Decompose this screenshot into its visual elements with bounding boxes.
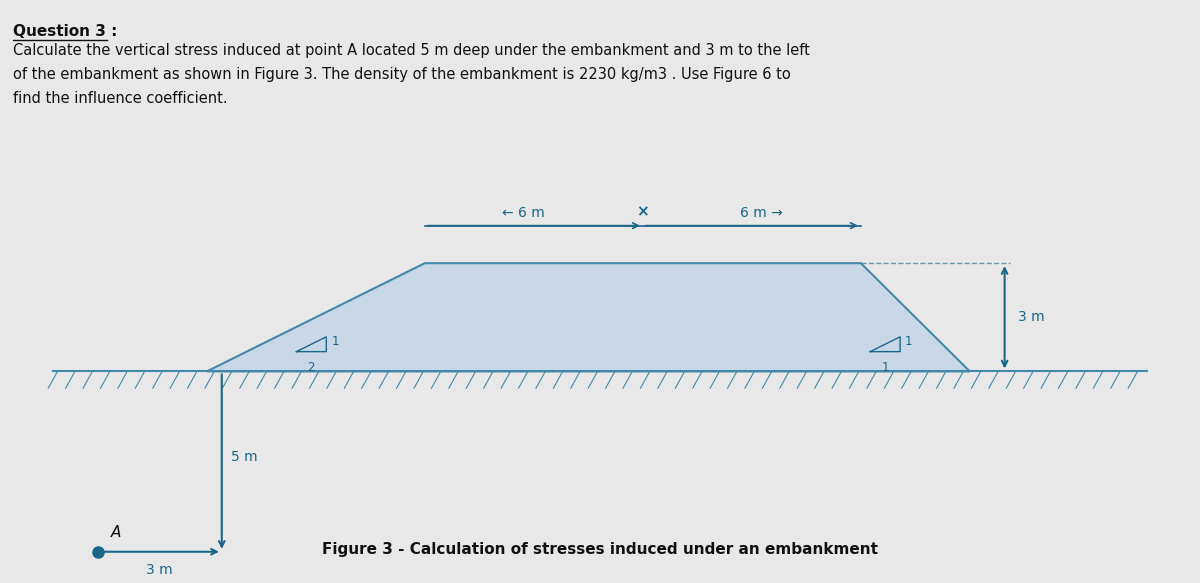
Text: 3 m: 3 m bbox=[146, 563, 173, 577]
Text: Figure 3 - Calculation of stresses induced under an embankment: Figure 3 - Calculation of stresses induc… bbox=[322, 542, 878, 557]
Polygon shape bbox=[206, 263, 970, 371]
Text: 3 m: 3 m bbox=[1018, 310, 1044, 324]
Text: 2: 2 bbox=[307, 360, 316, 374]
Text: Question 3 :: Question 3 : bbox=[13, 23, 118, 38]
Text: 1: 1 bbox=[331, 335, 338, 347]
Text: 1: 1 bbox=[882, 360, 889, 374]
Text: ×: × bbox=[636, 205, 649, 220]
Text: 5 m: 5 m bbox=[230, 449, 257, 463]
Text: A: A bbox=[110, 525, 121, 540]
Text: Calculate the vertical stress induced at point A located 5 m deep under the emba: Calculate the vertical stress induced at… bbox=[13, 43, 810, 58]
Text: 6 m →: 6 m → bbox=[740, 206, 784, 220]
Text: ← 6 m: ← 6 m bbox=[503, 206, 545, 220]
Text: of the embankment as shown in Figure 3. The density of the embankment is 2230 kg: of the embankment as shown in Figure 3. … bbox=[13, 67, 791, 82]
Text: 1: 1 bbox=[905, 335, 912, 347]
Text: find the influence coefficient.: find the influence coefficient. bbox=[13, 91, 227, 106]
